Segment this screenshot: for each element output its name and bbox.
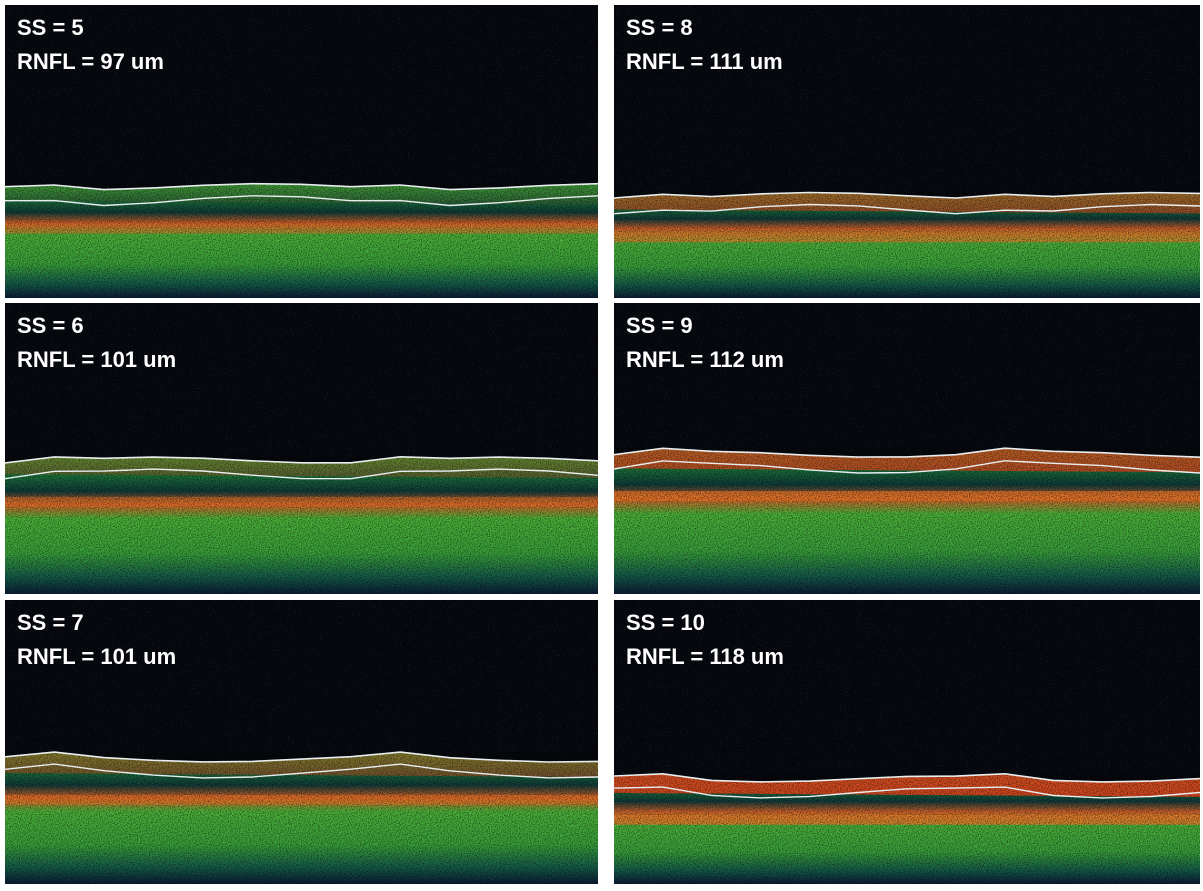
speckle xyxy=(614,448,1200,594)
ss-label: SS = 6 xyxy=(17,313,84,338)
speckle xyxy=(614,193,1200,299)
speckle xyxy=(5,184,598,298)
rnfl-label: RNFL = 101 um xyxy=(17,644,176,669)
oct-panel: SS = 10 RNFL = 118 um xyxy=(614,600,1200,884)
ss-label: SS = 8 xyxy=(626,15,693,40)
rnfl-label: RNFL = 101 um xyxy=(17,347,176,372)
oct-panel: SS = 6 RNFL = 101 um xyxy=(5,303,598,594)
speckle xyxy=(5,457,598,594)
ss-label: SS = 10 xyxy=(626,610,705,635)
ss-label: SS = 7 xyxy=(17,610,84,635)
rnfl-label: RNFL = 111 um xyxy=(626,49,783,74)
oct-panel: SS = 5 RNFL = 97 um xyxy=(5,5,598,298)
page: SS = 5RNFL = 97 umSS = 8RNFL = 111 umSS … xyxy=(0,0,1203,886)
speckle xyxy=(5,752,598,884)
panel-image xyxy=(614,600,1200,884)
ss-label: SS = 9 xyxy=(626,313,693,338)
rnfl-label: RNFL = 97 um xyxy=(17,49,164,74)
panel-image xyxy=(5,600,598,884)
speckle xyxy=(614,774,1200,884)
oct-panel: SS = 7 RNFL = 101 um xyxy=(5,600,598,884)
oct-panel: SS = 9 RNFL = 112 um xyxy=(614,303,1200,594)
oct-panel: SS = 8 RNFL = 111 um xyxy=(614,5,1200,298)
oct-figure: SS = 5RNFL = 97 umSS = 8RNFL = 111 umSS … xyxy=(0,0,1203,886)
rnfl-label: RNFL = 118 um xyxy=(626,644,784,669)
ss-label: SS = 5 xyxy=(17,15,84,40)
rnfl-label: RNFL = 112 um xyxy=(626,347,784,372)
